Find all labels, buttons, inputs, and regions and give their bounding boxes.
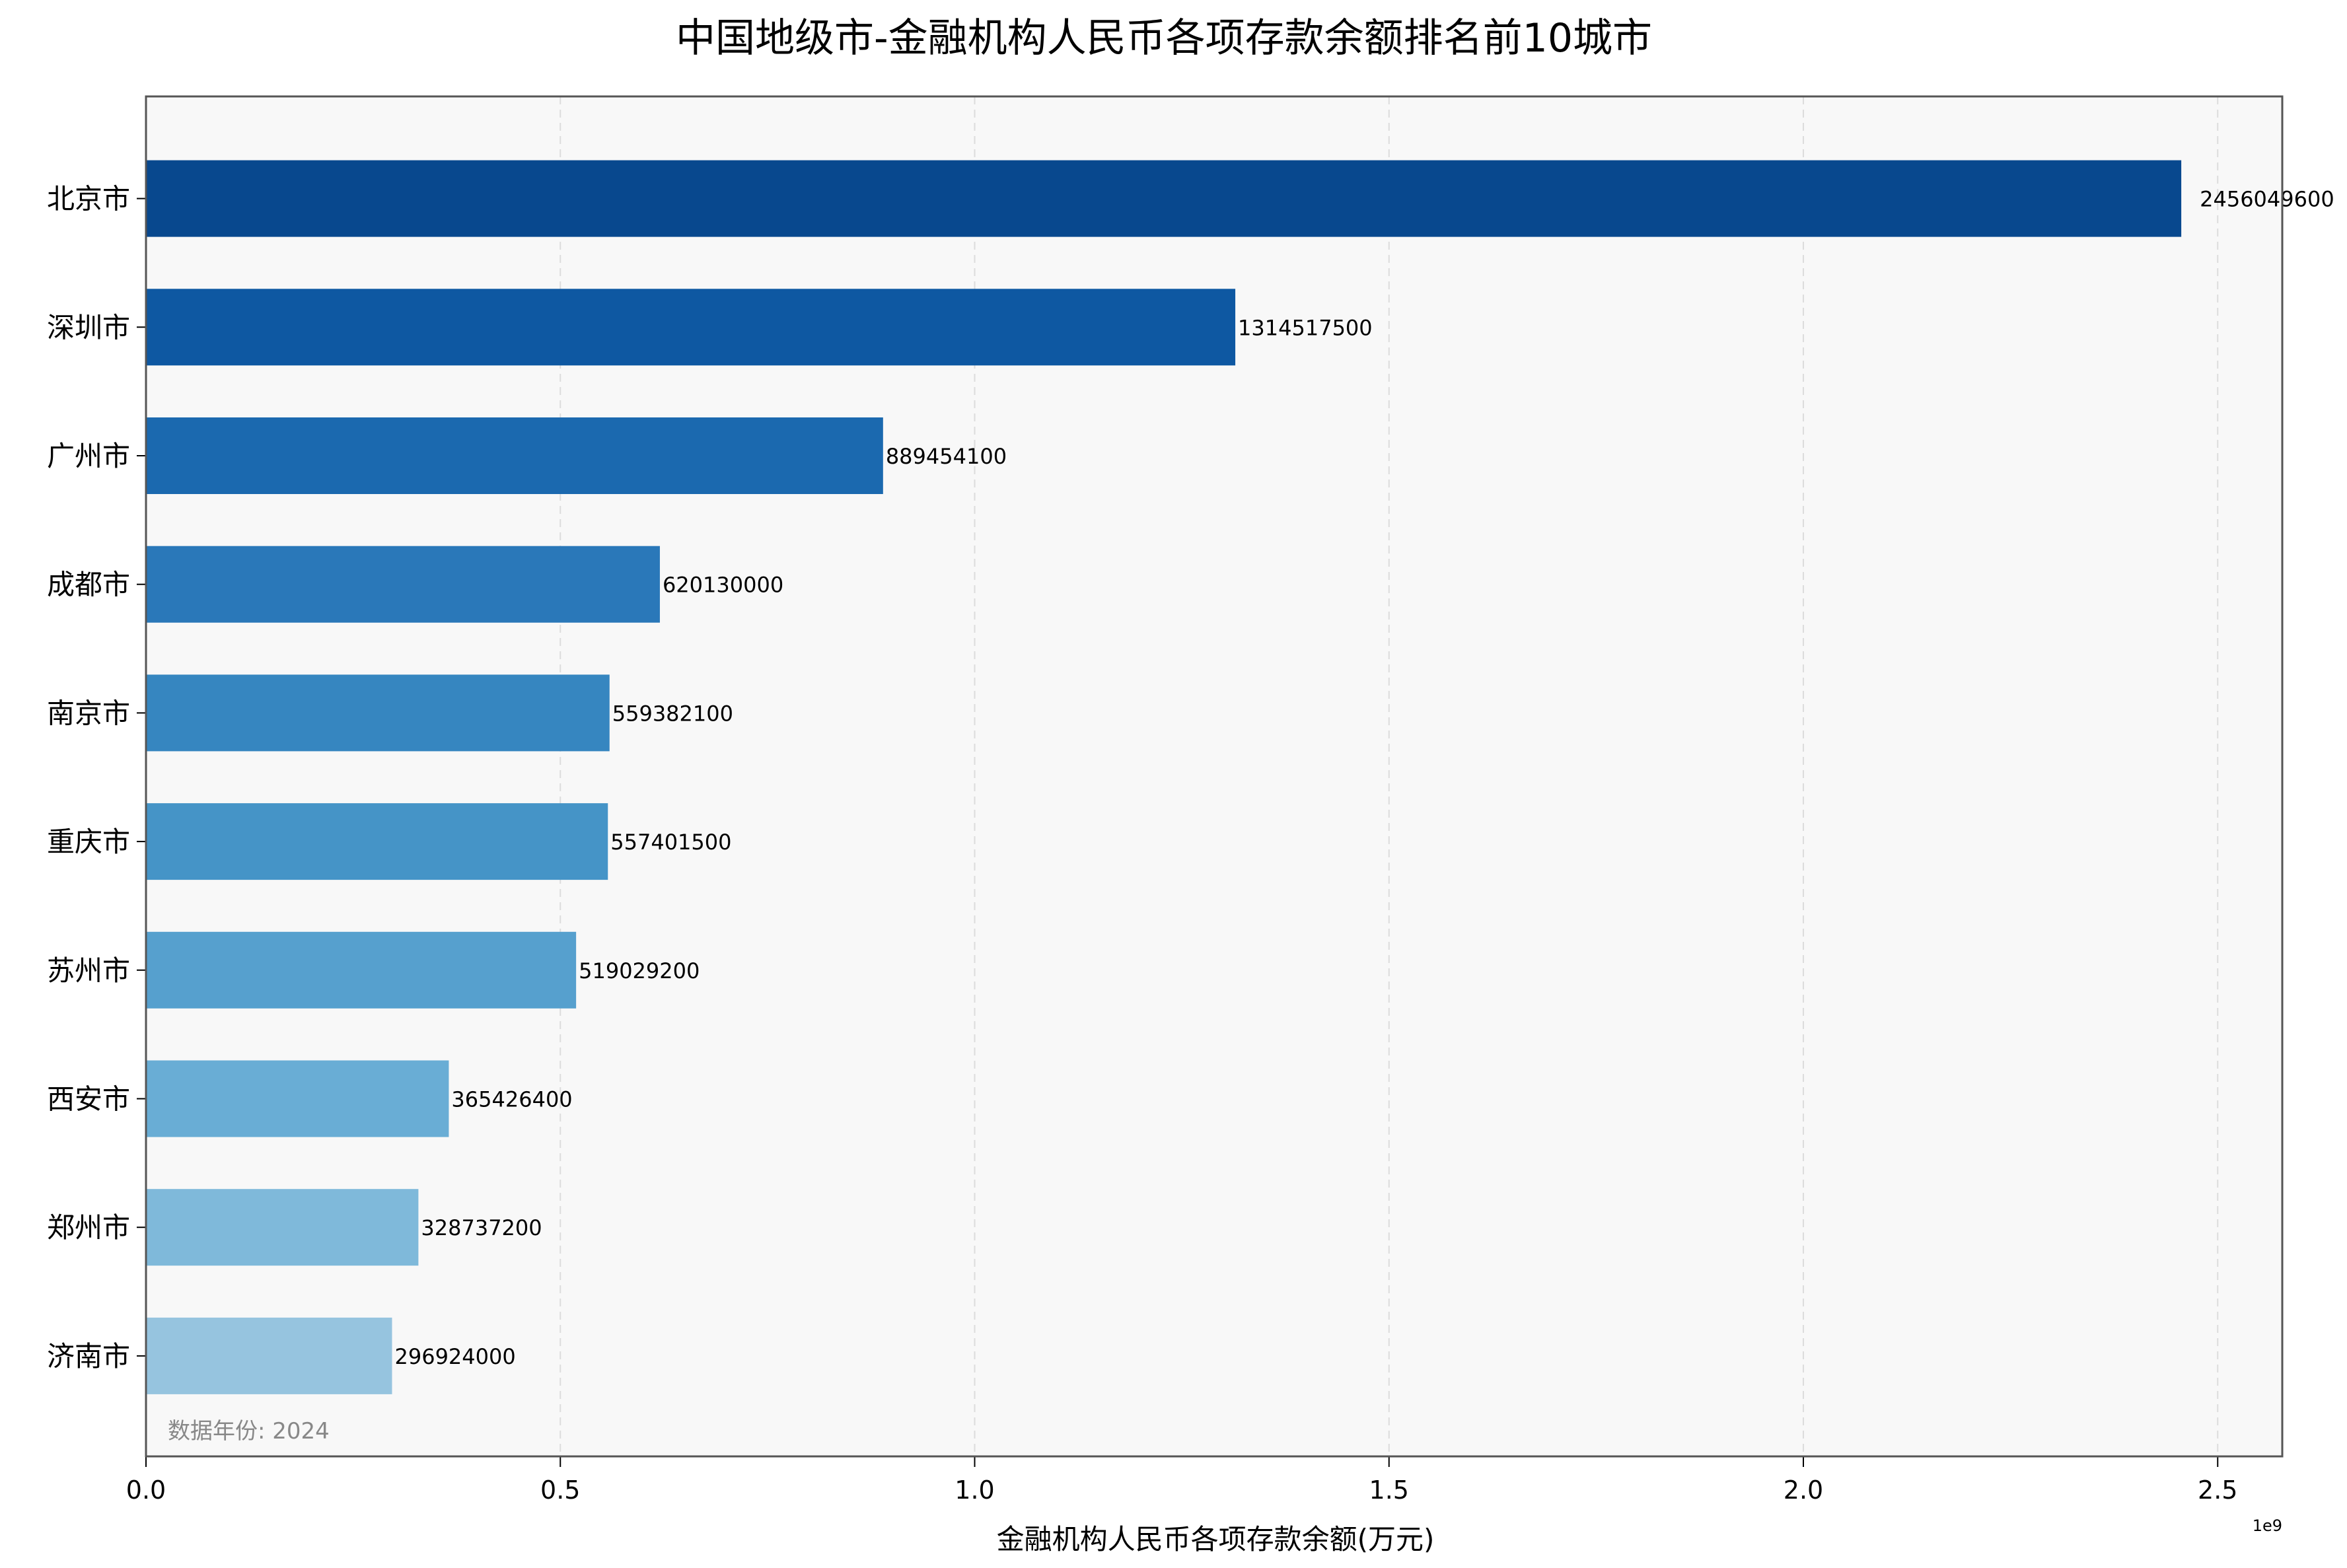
- bar: [146, 803, 608, 880]
- x-offset-label: 1e9: [2253, 1516, 2282, 1535]
- bars: 2456049600 1314517500 889454100 620130000 55…: [146, 160, 2334, 1394]
- bar-value-label: 365426400: [451, 1087, 572, 1112]
- bar-value-label: 2456049600: [2200, 187, 2334, 212]
- y-tick-label: 苏州市: [47, 954, 130, 987]
- y-tick-label: 广州市: [47, 440, 130, 472]
- year-annotation: 数据年份: 2024: [168, 1418, 330, 1444]
- y-tick-label: 重庆市: [47, 826, 130, 858]
- bar: [146, 931, 577, 1009]
- bar-value-label: 620130000: [663, 573, 783, 598]
- x-tick-label: 2.5: [2198, 1476, 2237, 1505]
- bar-value-label: 1314517500: [1238, 315, 1373, 340]
- y-tick-label: 西安市: [47, 1083, 130, 1116]
- bar: [146, 289, 1236, 366]
- bar: [146, 417, 883, 494]
- x-tick-label: 0.5: [540, 1476, 580, 1505]
- x-tick-label: 2.0: [1784, 1476, 1823, 1505]
- bar: [146, 160, 2182, 237]
- y-tick-label: 成都市: [47, 569, 130, 601]
- bar: [146, 1060, 449, 1137]
- x-axis-label: 金融机构人民币各项存款余额(万元): [997, 1523, 1435, 1555]
- y-tick-label: 济南市: [47, 1340, 130, 1372]
- y-tick-label: 南京市: [47, 697, 130, 729]
- bar-value-label: 296924000: [394, 1344, 515, 1369]
- plot-frame: [145, 95, 2284, 1458]
- x-tick-label: 1.0: [955, 1476, 994, 1505]
- bar-value-label: 557401500: [610, 830, 731, 855]
- bar: [146, 546, 660, 623]
- chart-title: 中国地级市-金融机构人民币各项存款余额排名前10城市: [676, 15, 1652, 61]
- x-axis-ticks: 0.0 0.5 1.0 1.5 2.0 2.5: [126, 1456, 2237, 1505]
- bar-value-label: 889454100: [886, 444, 1007, 469]
- y-tick-label: 深圳市: [47, 311, 130, 343]
- y-tick-label: 北京市: [47, 183, 130, 215]
- bar: [146, 674, 610, 752]
- y-tick-label: 郑州市: [47, 1211, 130, 1244]
- bar-value-label: 519029200: [579, 958, 700, 983]
- bar: [146, 1317, 392, 1394]
- x-tick-label: 0.0: [126, 1476, 166, 1505]
- bar-value-label: 559382100: [612, 701, 733, 726]
- x-tick-label: 1.5: [1369, 1476, 1409, 1505]
- bar-value-label: 328737200: [421, 1215, 542, 1240]
- bar: [146, 1189, 419, 1266]
